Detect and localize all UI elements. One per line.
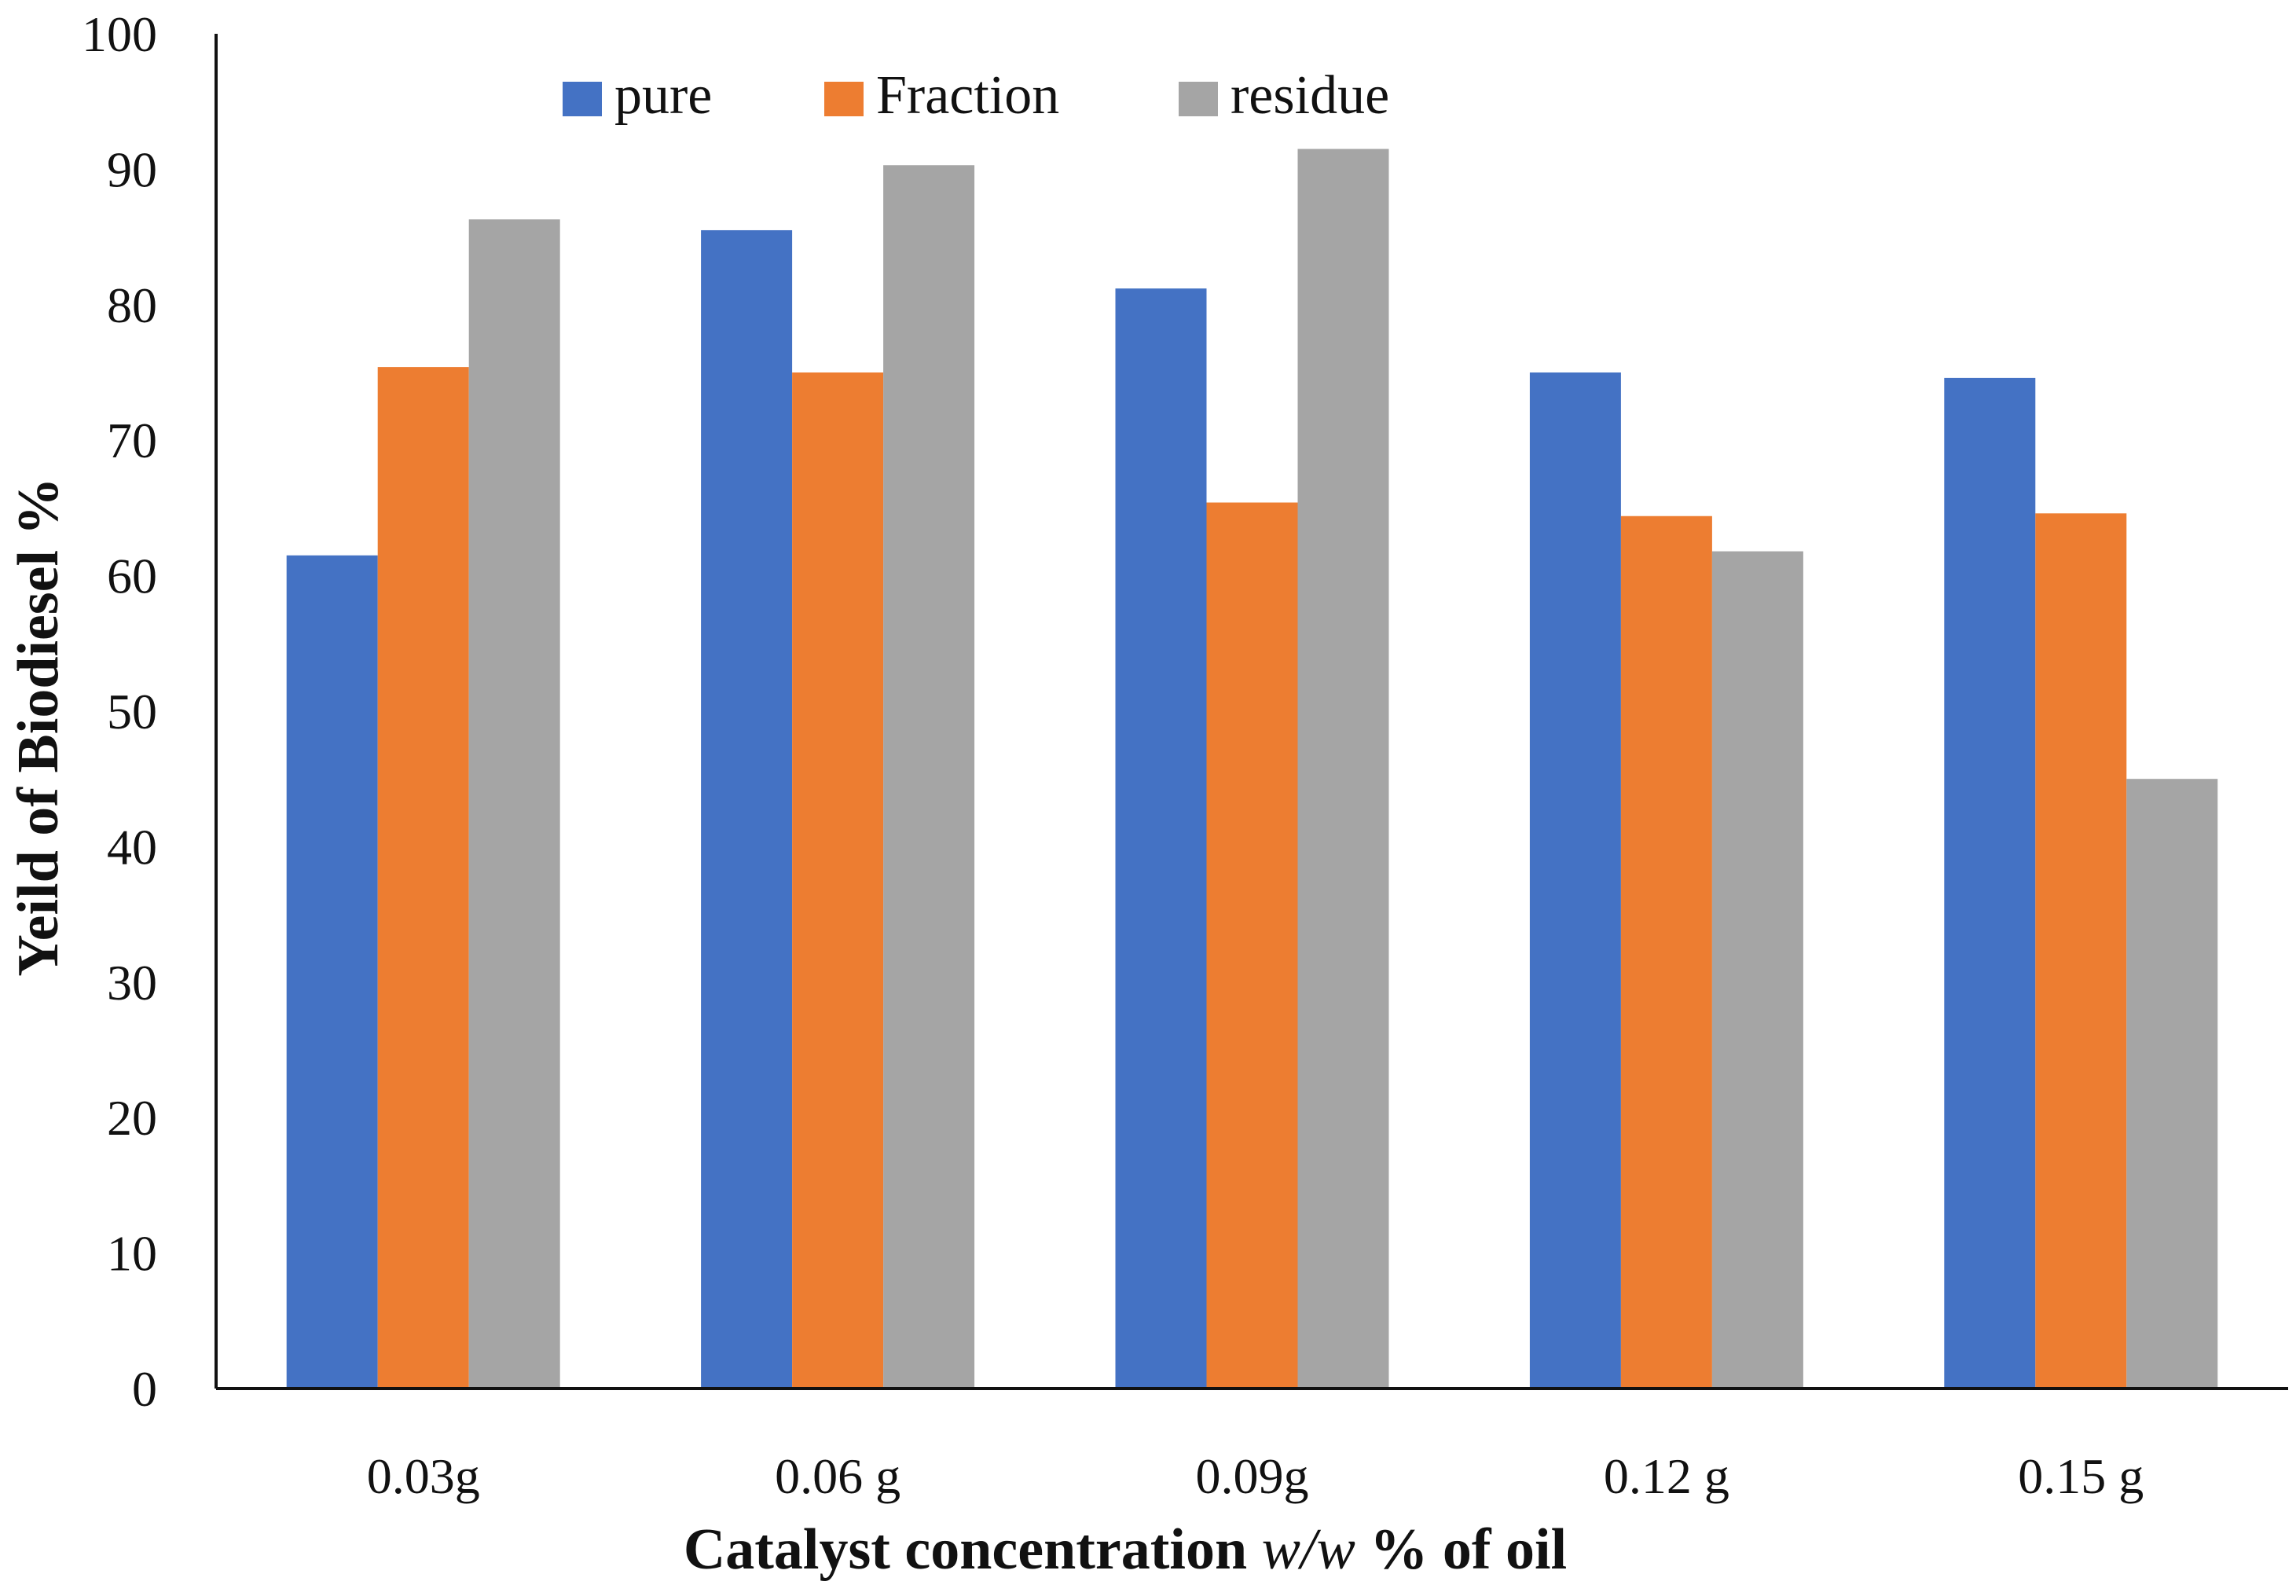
y-tick-label: 50: [107, 684, 157, 739]
bar-pure-4: [1944, 377, 2036, 1389]
x-tick-label: 0.12 g: [1604, 1448, 1729, 1504]
bars-group: [286, 149, 2218, 1389]
bar-residue-0: [468, 219, 560, 1389]
y-tick-label: 90: [107, 141, 157, 197]
legend-swatch-pure: [563, 82, 602, 116]
legend-label-pure: pure: [614, 65, 712, 126]
bar-residue-1: [883, 165, 975, 1389]
bar-pure-3: [1529, 372, 1621, 1389]
legend-label-fraction: Fraction: [876, 65, 1059, 126]
x-axis-ticks: 0.03g 0.06 g 0.09g 0.12 g 0.15 g: [367, 1448, 2144, 1504]
legend-label-residue: residue: [1231, 65, 1389, 126]
bar-fraction-0: [377, 367, 469, 1389]
legend: pure Fraction residue: [563, 65, 1389, 126]
y-tick-label: 0: [132, 1361, 157, 1417]
x-tick-label: 0.15 g: [2018, 1448, 2144, 1504]
x-axis-title-part-1: Catalyst concentration: [684, 1517, 1262, 1582]
y-tick-label: 30: [107, 955, 157, 1011]
bar-residue-3: [1711, 551, 1803, 1389]
y-tick-label: 60: [107, 549, 157, 604]
legend-swatch-fraction: [824, 82, 864, 116]
x-axis-title: Catalyst concentration w/w % of oil: [684, 1517, 1567, 1582]
y-tick-label: 70: [107, 413, 157, 468]
y-tick-label: 80: [107, 277, 157, 333]
y-axis-ticks: 0 10 20 30 40 50 60 70 80 90 100: [82, 6, 157, 1417]
x-axis-title-part-2: w/w: [1262, 1517, 1355, 1582]
x-tick-label: 0.06 g: [775, 1448, 900, 1504]
y-tick-label: 10: [107, 1226, 157, 1282]
bar-fraction-4: [2035, 513, 2127, 1389]
bar-residue-2: [1297, 149, 1389, 1389]
bar-pure-1: [701, 229, 793, 1389]
bar-fraction-3: [1620, 515, 1712, 1389]
bar-fraction-2: [1206, 502, 1298, 1389]
bar-pure-2: [1115, 288, 1207, 1389]
x-axis-title-part-3: % of oil: [1355, 1517, 1567, 1582]
y-axis-title: Yeild of Biodiesel %: [6, 477, 71, 976]
y-tick-label: 40: [107, 819, 157, 875]
bar-residue-4: [2126, 779, 2218, 1389]
bar-pure-0: [286, 555, 378, 1389]
x-tick-label: 0.03g: [367, 1448, 480, 1504]
x-tick-label: 0.09g: [1196, 1448, 1309, 1504]
bar-fraction-1: [792, 372, 884, 1389]
y-tick-label: 20: [107, 1090, 157, 1146]
legend-swatch-residue: [1179, 82, 1218, 116]
y-tick-label: 100: [82, 6, 157, 62]
